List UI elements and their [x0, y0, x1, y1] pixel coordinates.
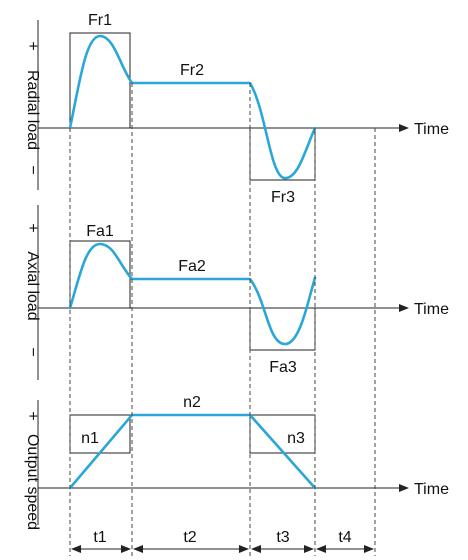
interval-label-t4: t4: [338, 529, 351, 546]
axial-minus-sign: −: [24, 347, 41, 356]
speed-accel-label: n1: [81, 430, 99, 447]
radial-minus-sign: −: [24, 165, 41, 174]
speed-time-label: Time: [414, 481, 449, 498]
radial-peak-label: Fr1: [88, 12, 112, 29]
time-dividers: [69, 83, 376, 556]
axial-peak-box: [69, 240, 131, 309]
speed-decel-label: n3: [287, 430, 305, 447]
axial-peak-label: Fa1: [86, 223, 114, 240]
radial-time-label: Time: [414, 121, 449, 138]
axial-plateau-label: Fa2: [178, 258, 206, 275]
interval-row: t1 t2 t3 t4: [71, 529, 374, 553]
axial-load-panel: Time Axial load + − Fa1 Fa2 Fa3: [24, 205, 449, 380]
radial-load-curve: [68, 34, 317, 180]
radial-plateau-label: Fr2: [180, 62, 204, 79]
interval-label-t1: t1: [93, 529, 106, 546]
interval-label-t2: t2: [183, 529, 196, 546]
axial-plus-sign: +: [24, 223, 41, 232]
axial-time-label: Time: [414, 301, 449, 318]
radial-axis-label: Radial load: [24, 70, 41, 150]
radial-load-panel: Time Radial load + − Fr1 Fr2 Fr3: [24, 12, 449, 206]
axial-axis-label: Axial load: [24, 251, 41, 320]
speed-decel-box: [249, 414, 316, 454]
radial-plus-sign: +: [24, 41, 41, 50]
speed-panel: Time Output speed + n1 n2 n3: [24, 394, 449, 530]
speed-plateau-label: n2: [183, 394, 201, 411]
axial-trough-label: Fa3: [269, 359, 297, 376]
speed-curve: [68, 413, 317, 490]
interval-label-t3: t3: [276, 529, 289, 546]
speed-plus-sign: +: [24, 411, 41, 420]
radial-trough-label: Fr3: [271, 189, 295, 206]
speed-axis-label: Output speed: [24, 434, 41, 530]
speed-accel-box: [69, 414, 131, 454]
